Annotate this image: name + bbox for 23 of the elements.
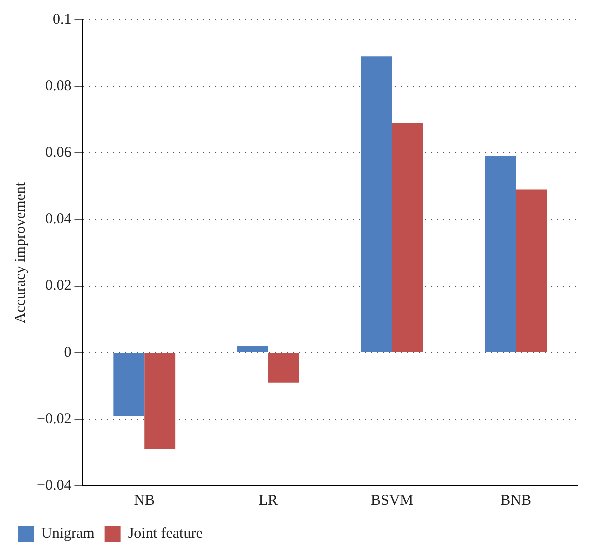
y-tick-label: 0.08 bbox=[45, 78, 72, 95]
y-axis-title: Accuracy improvement bbox=[12, 182, 29, 324]
y-tick-label: 0 bbox=[64, 344, 72, 361]
legend-label: Joint feature bbox=[128, 526, 204, 542]
y-tick-label: 0.02 bbox=[45, 278, 72, 294]
bar bbox=[516, 190, 548, 352]
x-tick-label: BNB bbox=[500, 492, 532, 509]
bar bbox=[144, 353, 176, 450]
bar bbox=[361, 56, 392, 352]
bar bbox=[392, 123, 424, 352]
y-tick-label: 0.06 bbox=[45, 145, 72, 162]
x-tick-label: LR bbox=[258, 492, 278, 509]
bar bbox=[114, 353, 145, 416]
bar bbox=[237, 346, 268, 352]
y-tick-label: 0.1 bbox=[52, 12, 72, 28]
y-tick-label: −0.04 bbox=[36, 478, 72, 494]
bar bbox=[268, 353, 300, 383]
legend-label: Unigram bbox=[42, 526, 96, 542]
x-tick-label: BSVM bbox=[371, 492, 414, 509]
y-tick-label: 0.04 bbox=[45, 212, 72, 228]
bar bbox=[485, 156, 516, 352]
x-tick-label: NB bbox=[134, 492, 156, 509]
y-tick-label: −0.02 bbox=[36, 411, 72, 428]
